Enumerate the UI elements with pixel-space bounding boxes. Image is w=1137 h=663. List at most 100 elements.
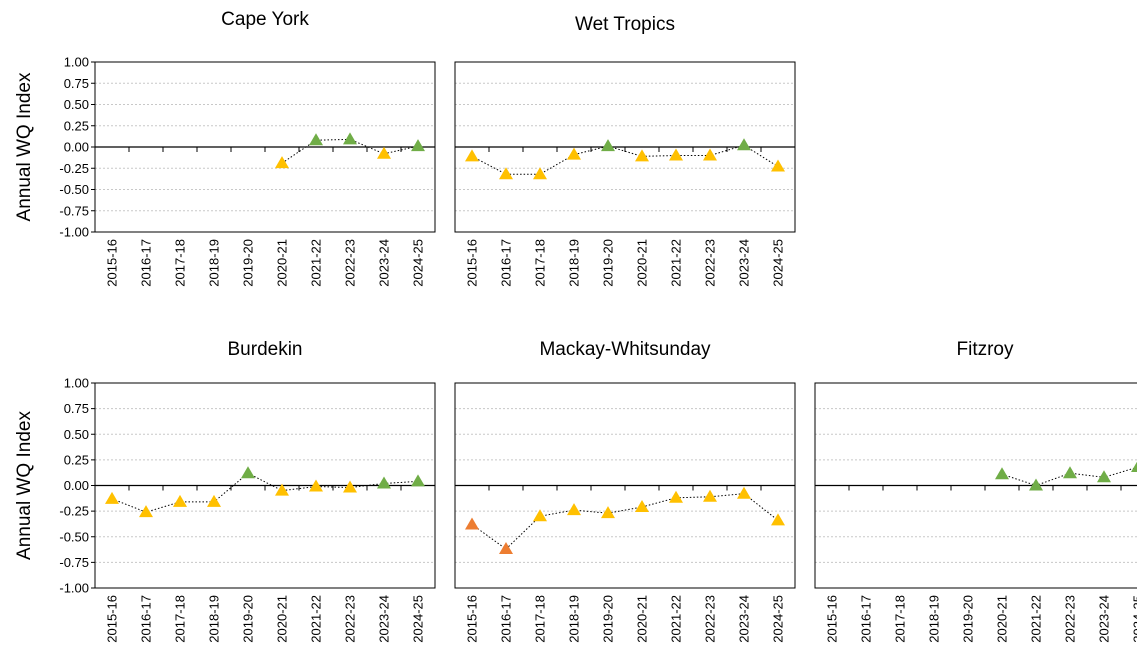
x-tick-label: 2016-17 <box>139 595 154 643</box>
x-tick-label: 2016-17 <box>499 239 514 287</box>
data-point <box>309 133 323 146</box>
x-tick-label: 2022-23 <box>1063 595 1078 643</box>
data-point <box>737 486 751 499</box>
data-point <box>465 517 479 530</box>
x-tick-label: 2021-22 <box>1029 595 1044 643</box>
x-tick-label: 2023-24 <box>737 239 752 287</box>
x-tick-label: 2015-16 <box>105 595 120 643</box>
x-tick-label: 2023-24 <box>377 239 392 287</box>
x-tick-label: 2015-16 <box>465 595 480 643</box>
data-line <box>281 138 419 164</box>
data-point <box>499 542 513 555</box>
data-point <box>635 500 649 513</box>
x-tick-label: 2021-22 <box>669 239 684 287</box>
data-point <box>105 491 119 504</box>
x-tick-label: 2020-21 <box>275 595 290 643</box>
y-tick-label: 0.50 <box>64 427 89 442</box>
chart-title: Wet Tropics <box>575 14 675 35</box>
y-tick-label: -0.75 <box>59 203 89 218</box>
x-tick-label: 2018-19 <box>567 595 582 643</box>
x-tick-label: 2023-24 <box>377 595 392 643</box>
data-line <box>471 493 779 550</box>
data-point <box>377 476 391 489</box>
y-tick-label: 0.75 <box>64 401 89 416</box>
data-point <box>411 474 425 487</box>
x-tick-label: 2023-24 <box>737 595 752 643</box>
x-tick-label: 2024-25 <box>411 239 426 287</box>
x-tick-label: 2020-21 <box>275 239 290 287</box>
x-tick-label: 2016-17 <box>139 239 154 287</box>
x-tick-label: 2017-18 <box>893 595 908 643</box>
data-point <box>601 139 615 152</box>
x-tick-label: 2022-23 <box>703 595 718 643</box>
data-point <box>669 490 683 503</box>
data-point <box>241 466 255 479</box>
data-point <box>771 159 785 172</box>
data-point <box>275 483 289 496</box>
x-tick-label: 2019-20 <box>601 239 616 287</box>
x-tick-label: 2023-24 <box>1097 595 1112 643</box>
data-point <box>533 509 547 522</box>
data-point <box>1029 478 1043 491</box>
x-tick-label: 2015-16 <box>105 239 120 287</box>
x-tick-label: 2017-18 <box>533 595 548 643</box>
y-axis-label: Annual WQ Index <box>14 411 35 560</box>
chart-title: Mackay-Whitsunday <box>539 339 711 360</box>
y-tick-label: -1.00 <box>59 581 89 596</box>
x-tick-label: 2024-25 <box>771 595 786 643</box>
data-point <box>771 513 785 526</box>
data-point <box>207 494 221 507</box>
y-tick-label: 0.25 <box>64 118 89 133</box>
data-point <box>343 480 357 493</box>
x-tick-label: 2016-17 <box>859 595 874 643</box>
data-point <box>275 156 289 169</box>
x-tick-label: 2018-19 <box>207 595 222 643</box>
x-tick-label: 2021-22 <box>669 595 684 643</box>
y-tick-label: 0.25 <box>64 452 89 467</box>
x-tick-label: 2024-25 <box>411 595 426 643</box>
data-point <box>635 149 649 162</box>
x-tick-label: 2024-25 <box>1131 595 1137 643</box>
data-point <box>139 505 153 518</box>
data-point <box>1131 461 1137 473</box>
x-tick-label: 2015-16 <box>825 595 840 643</box>
x-tick-label: 2022-23 <box>703 239 718 287</box>
data-point <box>173 494 187 507</box>
data-point <box>499 167 513 180</box>
x-tick-label: 2021-22 <box>309 239 324 287</box>
x-tick-label: 2022-23 <box>343 239 358 287</box>
data-point <box>737 138 751 151</box>
x-tick-label: 2019-20 <box>961 595 976 643</box>
y-tick-label: -0.50 <box>59 182 89 197</box>
x-tick-label: 2020-21 <box>995 595 1010 643</box>
y-tick-label: 0.00 <box>64 478 89 493</box>
data-point <box>669 148 683 161</box>
y-tick-label: -0.50 <box>59 529 89 544</box>
data-point <box>377 146 391 159</box>
x-tick-label: 2022-23 <box>343 595 358 643</box>
data-point <box>567 147 581 160</box>
data-point <box>703 148 717 161</box>
data-point <box>533 167 547 180</box>
data-point <box>995 467 1009 480</box>
chart-title: Fitzroy <box>957 339 1015 360</box>
data-point <box>601 506 615 519</box>
data-point <box>309 479 323 492</box>
x-tick-label: 2016-17 <box>499 595 514 643</box>
x-tick-label: 2021-22 <box>309 595 324 643</box>
x-tick-label: 2019-20 <box>601 595 616 643</box>
data-point <box>1063 466 1077 479</box>
x-tick-label: 2018-19 <box>567 239 582 287</box>
x-tick-label: 2018-19 <box>927 595 942 643</box>
x-tick-label: 2020-21 <box>635 239 650 287</box>
y-tick-label: 0.00 <box>64 140 89 155</box>
x-tick-label: 2015-16 <box>465 239 480 287</box>
data-point <box>343 132 357 145</box>
x-tick-label: 2017-18 <box>533 239 548 287</box>
y-tick-label: 0.75 <box>64 76 89 91</box>
data-point <box>411 139 425 152</box>
y-tick-label: 0.50 <box>64 97 89 112</box>
x-tick-label: 2017-18 <box>173 239 188 287</box>
